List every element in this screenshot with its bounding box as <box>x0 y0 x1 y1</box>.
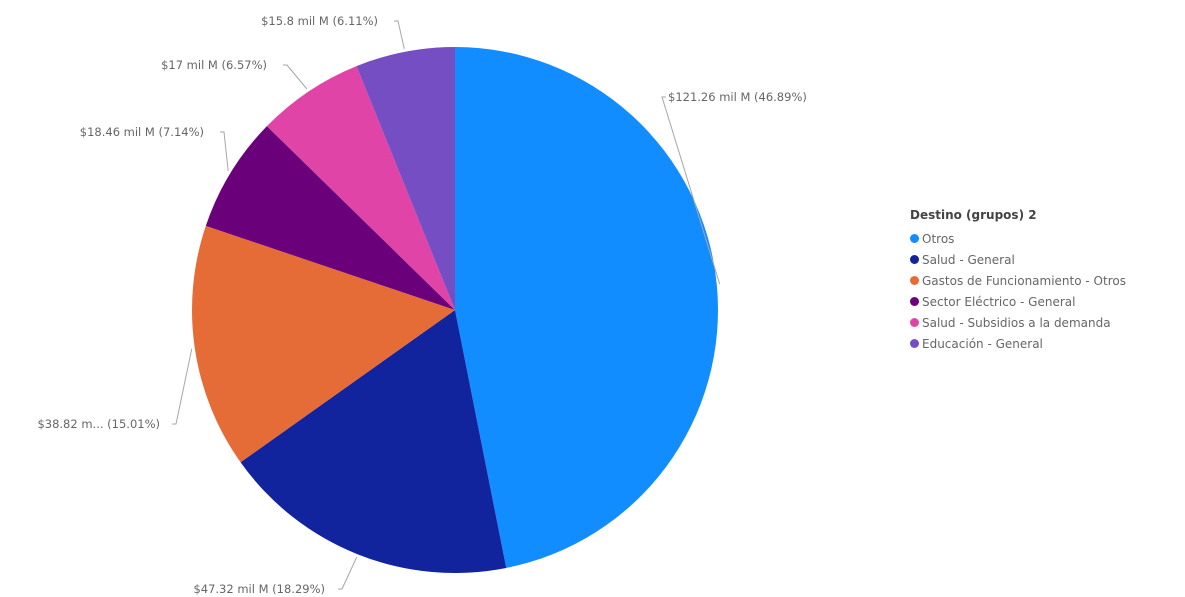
pie-slices <box>192 46 718 573</box>
legend-item-6[interactable]: Educación - General <box>910 333 1126 354</box>
legend-label: Salud - General <box>922 252 1015 267</box>
legend-swatch <box>910 255 919 264</box>
legend: Destino (grupos) 2 Otros Salud - General G… <box>910 208 1126 354</box>
leader-line-5 <box>283 64 308 90</box>
legend-label: Sector Eléctrico - General <box>922 294 1076 309</box>
pie-slice-3[interactable] <box>192 225 456 463</box>
pie-slice-4[interactable] <box>205 126 455 311</box>
data-label-4: $18.46 mil M (7.14%) <box>80 125 204 139</box>
legend-label: Otros <box>922 231 955 246</box>
leader-lines <box>172 20 721 590</box>
data-label-1: $121.26 mil M (46.89%) <box>668 90 807 104</box>
pie-slice-1[interactable] <box>455 47 718 568</box>
data-label-5: $17 mil M (6.57%) <box>161 58 267 72</box>
legend-label: Educación - General <box>922 336 1043 351</box>
data-labels: $121.26 mil M (46.89%) $47.32 mil M (18.2… <box>37 14 806 596</box>
leader-line-6 <box>394 20 405 50</box>
leader-line-4 <box>220 131 229 172</box>
data-label-6: $15.8 mil M (6.11%) <box>261 14 378 28</box>
leader-line-2 <box>338 556 358 590</box>
leader-line-1 <box>661 96 721 285</box>
legend-swatch <box>910 297 919 306</box>
legend-title: Destino (grupos) 2 <box>910 208 1037 222</box>
legend-swatch <box>910 276 919 285</box>
legend-swatch <box>910 318 919 327</box>
legend-item-5[interactable]: Salud - Subsidios a la demanda <box>910 312 1126 333</box>
data-label-2: $47.32 mil M (18.29%) <box>193 582 325 596</box>
leader-line-3 <box>172 348 193 425</box>
pie-slice-2[interactable] <box>240 310 507 573</box>
legend-items: Otros Salud - General Gastos de Funcionami… <box>910 228 1126 354</box>
legend-swatch <box>910 234 919 243</box>
legend-label: Salud - Subsidios a la demanda <box>922 315 1111 330</box>
legend-item-1[interactable]: Otros <box>910 228 1126 249</box>
legend-item-4[interactable]: Sector Eléctrico - General <box>910 291 1126 312</box>
pie-slice-5[interactable] <box>266 66 455 310</box>
pie-slice-6[interactable] <box>356 46 455 310</box>
legend-label: Gastos de Funcionamiento - Otros <box>922 273 1126 288</box>
legend-swatch <box>910 339 919 348</box>
data-label-3: $38.82 m... (15.01%) <box>37 417 160 431</box>
legend-item-2[interactable]: Salud - General <box>910 249 1126 270</box>
legend-item-3[interactable]: Gastos de Funcionamiento - Otros <box>910 270 1126 291</box>
